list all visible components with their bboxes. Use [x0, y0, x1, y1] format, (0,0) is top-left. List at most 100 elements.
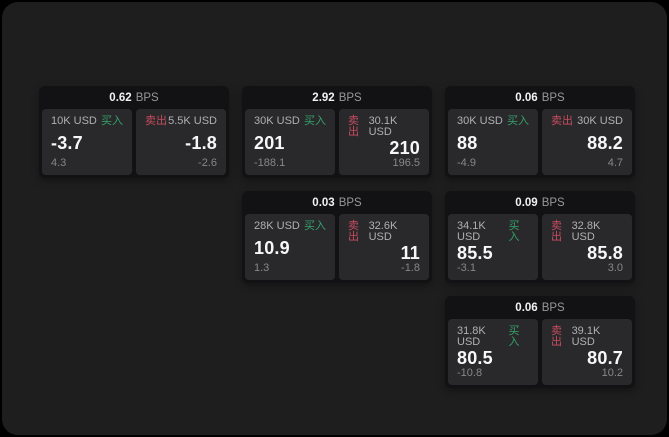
spread-header: 0.09 BPS: [448, 191, 632, 214]
buy-side-label: 买入: [507, 115, 529, 127]
sell-price: 80.7: [587, 348, 623, 368]
buy-change: 4.3: [51, 157, 67, 169]
quote-tiles: 30K USD 买入 88 -4.9 卖出 30K USD 88.2 4.7: [448, 109, 632, 175]
spread-unit-label: BPS: [338, 91, 362, 104]
spread-unit-label: BPS: [541, 91, 565, 104]
spread-unit-label: BPS: [338, 196, 362, 209]
buy-change: 1.3: [254, 262, 270, 274]
buy-change: -4.9: [457, 157, 476, 169]
quote-card-2: 2.92 BPS 30K USD 买入 201 -188.1 卖出 30.1K …: [242, 86, 432, 178]
sell-amount: 5.5K USD: [168, 115, 217, 127]
sell-price: -1.8: [185, 132, 217, 153]
sell-amount: 32.8K USD: [571, 220, 601, 243]
buy-price: 88: [457, 132, 478, 153]
spread-header: 0.03 BPS: [245, 191, 429, 214]
sell-side-label: 卖出: [145, 115, 167, 127]
spread-header: 2.92 BPS: [245, 86, 429, 109]
buy-tile-top-row: 31.8K USD 买入: [457, 326, 529, 348]
spread-unit-label: BPS: [541, 301, 565, 314]
sell-amount: 32.6K USD: [368, 220, 398, 243]
buy-price: 201: [254, 132, 285, 153]
buy-side-label: 买入: [508, 325, 520, 348]
sell-change: 196.5: [392, 157, 420, 169]
sell-amount: 30.1K USD: [368, 115, 398, 138]
sell-side-label: 卖出: [551, 115, 573, 127]
sell-change: -1.8: [401, 262, 420, 274]
buy-tile-top-row: 30K USD 买入: [457, 116, 529, 127]
sell-tile-top-row: 卖出 39.1K USD: [551, 326, 623, 348]
sell-change: 10.2: [601, 367, 623, 379]
spread-unit-label: BPS: [541, 196, 565, 209]
sell-tile[interactable]: 卖出 32.6K USD 11 -1.8: [339, 214, 429, 280]
sell-tile-top-row: 卖出 5.5K USD: [145, 116, 217, 127]
sell-change: 3.0: [607, 262, 623, 274]
buy-tile[interactable]: 30K USD 买入 201 -188.1: [245, 109, 335, 175]
buy-side-label: 买入: [304, 220, 326, 232]
quote-card-4: 0.03 BPS 28K USD 买入 10.9 1.3 卖出 32.6K US…: [242, 191, 432, 283]
quote-card-5: 0.09 BPS 34.1K USD 买入 85.5 -3.1 卖出 32.8K…: [445, 191, 635, 283]
quote-tiles: 10K USD 买入 -3.7 4.3 卖出 5.5K USD -1.8 -2.…: [42, 109, 226, 175]
spread-header: 0.06 BPS: [448, 296, 632, 319]
sell-tile-top-row: 卖出 32.8K USD: [551, 221, 623, 243]
sell-price: 85.8: [587, 243, 623, 263]
buy-amount: 31.8K USD: [457, 325, 486, 348]
spread-value: 2.92: [312, 91, 335, 104]
spread-value: 0.06: [515, 91, 538, 104]
spread-value: 0.06: [515, 301, 538, 314]
sell-tile-top-row: 卖出 30K USD: [551, 116, 623, 127]
quote-card-1: 0.62 BPS 10K USD 买入 -3.7 4.3 卖出 5.5K USD…: [39, 86, 229, 178]
quote-card-6: 0.06 BPS 31.8K USD 买入 80.5 -10.8 卖出 39.1…: [445, 296, 635, 388]
sell-tile[interactable]: 卖出 30.1K USD 210 196.5: [339, 109, 429, 175]
buy-amount: 30K USD: [254, 115, 300, 127]
spread-unit-label: BPS: [135, 91, 159, 104]
buy-amount: 30K USD: [457, 115, 503, 127]
buy-tile[interactable]: 31.8K USD 买入 80.5 -10.8: [448, 319, 538, 385]
cards-grid: 0.62 BPS 10K USD 买入 -3.7 4.3 卖出 5.5K USD…: [39, 86, 635, 388]
buy-tile[interactable]: 34.1K USD 买入 85.5 -3.1: [448, 214, 538, 280]
sell-tile-top-row: 卖出 30.1K USD: [348, 116, 420, 138]
buy-tile-top-row: 30K USD 买入: [254, 116, 326, 127]
buy-tile[interactable]: 30K USD 买入 88 -4.9: [448, 109, 538, 175]
sell-amount: 30K USD: [577, 115, 623, 127]
sell-tile[interactable]: 卖出 5.5K USD -1.8 -2.6: [136, 109, 226, 175]
buy-tile-top-row: 34.1K USD 买入: [457, 221, 529, 243]
sell-price: 11: [400, 243, 420, 263]
sell-change: 4.7: [607, 157, 623, 169]
buy-tile-top-row: 28K USD 买入: [254, 221, 326, 232]
sell-change: -2.6: [198, 157, 217, 169]
buy-amount: 28K USD: [254, 220, 300, 232]
buy-amount: 10K USD: [51, 115, 97, 127]
sell-side-label: 卖出: [348, 220, 359, 243]
spread-header: 0.62 BPS: [42, 86, 226, 109]
sell-amount: 39.1K USD: [571, 325, 601, 348]
buy-side-label: 买入: [304, 115, 326, 127]
buy-change: -3.1: [457, 262, 476, 274]
sell-price: 88.2: [587, 132, 623, 153]
buy-price: 85.5: [457, 243, 493, 263]
sell-side-label: 卖出: [551, 220, 562, 243]
buy-side-label: 买入: [101, 115, 123, 127]
buy-price: -3.7: [51, 132, 83, 153]
spread-value: 0.03: [312, 196, 335, 209]
sell-tile[interactable]: 卖出 30K USD 88.2 4.7: [542, 109, 632, 175]
quote-tiles: 30K USD 买入 201 -188.1 卖出 30.1K USD 210 1…: [245, 109, 429, 175]
buy-change: -188.1: [254, 157, 286, 169]
spread-value: 0.62: [109, 91, 132, 104]
spread-value: 0.09: [515, 196, 538, 209]
quote-tiles: 31.8K USD 买入 80.5 -10.8 卖出 39.1K USD 80.…: [448, 319, 632, 385]
buy-change: -10.8: [457, 367, 483, 379]
sell-tile-top-row: 卖出 32.6K USD: [348, 221, 420, 243]
sell-tile[interactable]: 卖出 39.1K USD 80.7 10.2: [542, 319, 632, 385]
sell-tile[interactable]: 卖出 32.8K USD 85.8 3.0: [542, 214, 632, 280]
buy-tile[interactable]: 10K USD 买入 -3.7 4.3: [42, 109, 132, 175]
buy-price: 80.5: [457, 348, 493, 368]
sell-price: 210: [389, 138, 420, 158]
buy-amount: 34.1K USD: [457, 220, 486, 243]
quote-card-3: 0.06 BPS 30K USD 买入 88 -4.9 卖出 30K USD 8…: [445, 86, 635, 178]
buy-price: 10.9: [254, 237, 290, 258]
sell-side-label: 卖出: [348, 115, 359, 138]
buy-tile[interactable]: 28K USD 买入 10.9 1.3: [245, 214, 335, 280]
buy-tile-top-row: 10K USD 买入: [51, 116, 123, 127]
sell-side-label: 卖出: [551, 325, 562, 348]
